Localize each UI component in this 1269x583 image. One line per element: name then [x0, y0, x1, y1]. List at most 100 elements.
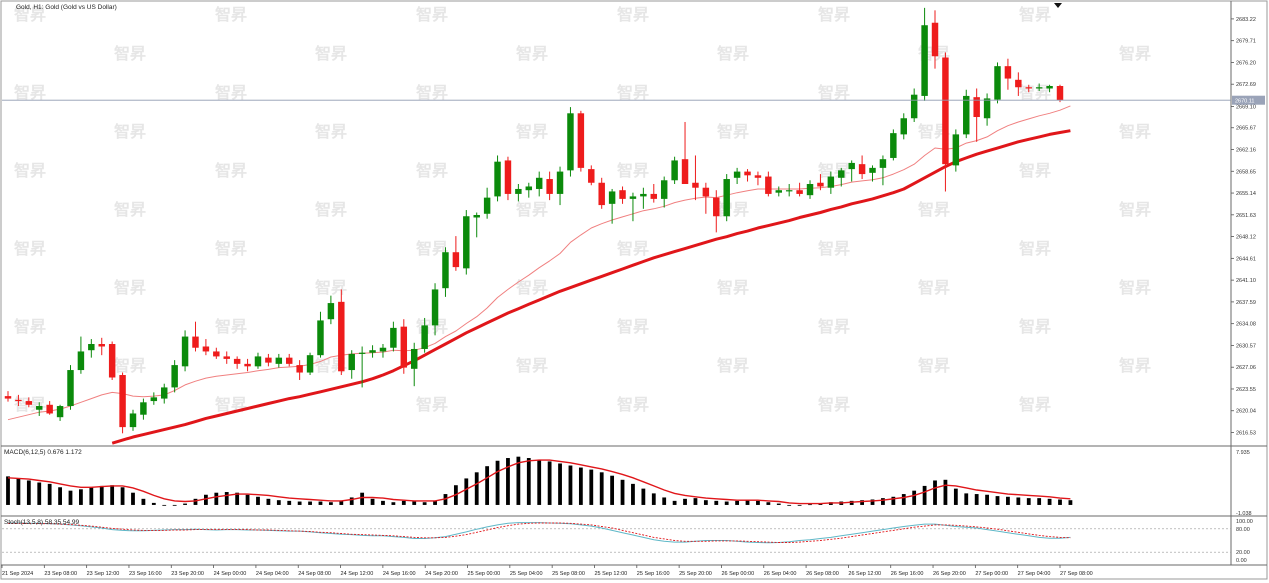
price-tick-label: 2669.10	[1236, 104, 1256, 110]
macd-histogram-bar	[547, 461, 552, 505]
watermark-logo: 智昇	[416, 161, 448, 180]
macd-histogram-bar	[964, 493, 969, 505]
bearish-candle	[588, 165, 595, 186]
time-tick-label: 26 Sep 04:00	[764, 571, 797, 577]
candle-body	[265, 357, 272, 363]
price-tick-label: 2679.71	[1236, 39, 1256, 45]
price-tick-label: 2665.67	[1236, 126, 1256, 132]
candle-body	[1015, 79, 1022, 88]
watermark-logo: 智昇	[14, 317, 46, 336]
bearish-candle	[931, 10, 939, 69]
macd-histogram-bar	[891, 496, 896, 505]
candle-body	[1035, 87, 1043, 89]
macd-histogram-bar	[787, 504, 792, 506]
macd-histogram-bar	[943, 479, 948, 505]
bearish-candle	[119, 372, 126, 434]
time-tick-label: 24 Sep 16:00	[383, 571, 416, 577]
watermark-logo: 智昇	[717, 122, 749, 141]
macd-histogram-bar	[422, 502, 427, 505]
candle-body	[931, 22, 939, 57]
price-tick-label: 2658.65	[1236, 169, 1256, 175]
candle-body	[650, 193, 658, 199]
macd-histogram-bar	[797, 504, 802, 506]
macd-histogram-bar	[58, 487, 62, 505]
candle-body	[129, 413, 137, 428]
candle-body	[4, 396, 12, 399]
bullish-candle	[567, 107, 574, 177]
watermark-logo: 智昇	[717, 356, 749, 375]
candle-body	[910, 94, 918, 119]
candle-body	[525, 186, 533, 191]
price-tick-label: 2616.53	[1236, 431, 1256, 437]
candle-body	[1056, 86, 1064, 101]
bearish-candle	[25, 397, 33, 408]
candle-body	[150, 397, 158, 402]
bullish-candle	[410, 342, 418, 387]
bullish-candle	[150, 392, 158, 405]
macd-histogram-bar	[933, 480, 937, 505]
macd-histogram-bar	[578, 467, 583, 505]
macd-histogram-bar	[276, 500, 281, 505]
watermark-logo: 智昇	[1019, 83, 1051, 102]
price-tick-label: 2651.63	[1236, 213, 1256, 219]
bullish-candle	[1035, 83, 1043, 91]
watermark-logo: 智昇	[215, 239, 247, 258]
candle-body	[442, 252, 449, 289]
watermark-logo: 智昇	[717, 200, 749, 219]
watermark-logo: 智昇	[918, 278, 950, 297]
candle-body	[306, 355, 314, 373]
macd-histogram-bar	[651, 493, 656, 505]
bullish-candle	[900, 113, 907, 140]
macd-histogram-bar	[922, 485, 927, 505]
candle-body	[890, 133, 897, 158]
bullish-candle	[994, 62, 1001, 104]
bullish-candle	[56, 404, 64, 421]
bullish-candle	[608, 188, 616, 224]
time-tick-label: 23 Sep 20:00	[171, 571, 204, 577]
price-tick-label: 2627.06	[1236, 365, 1256, 371]
watermark-logo: 智昇	[114, 44, 146, 63]
price-tick-label: 2672.69	[1236, 82, 1256, 88]
candle-body	[410, 348, 418, 369]
macd-scale-label: -1.038	[1236, 511, 1252, 517]
macd-histogram-bar	[214, 492, 219, 505]
macd-histogram-bar	[68, 490, 73, 505]
macd-histogram-bar	[641, 488, 646, 505]
watermark-logo: 智昇	[818, 83, 850, 102]
bearish-candle	[108, 341, 116, 380]
time-tick-label: 26 Sep 00:00	[721, 571, 754, 577]
watermark-logo: 智昇	[617, 161, 649, 180]
candle-body	[858, 164, 866, 175]
watermark-logo: 智昇	[1119, 200, 1151, 219]
macd-histogram-bar	[558, 463, 562, 505]
candle-body	[681, 159, 689, 184]
time-tick-label: 24 Sep 08:00	[298, 571, 331, 577]
macd-histogram-bar	[287, 500, 292, 505]
candle-body	[1046, 86, 1053, 89]
bullish-candle	[379, 344, 387, 358]
macd-histogram-bar	[568, 465, 573, 505]
bearish-candle	[546, 171, 553, 201]
candle-body	[431, 289, 439, 326]
bearish-candle	[713, 190, 720, 233]
candle-body	[46, 404, 53, 414]
macd-histogram-bar	[172, 504, 177, 506]
stoch-label-box: Stoch(13,5,8) 58.35 54.99	[4, 519, 79, 526]
candle-body	[296, 365, 303, 373]
watermark-logo: 智昇	[516, 122, 548, 141]
macd-histogram-bar	[537, 460, 542, 505]
watermark-logo: 智昇	[1019, 5, 1051, 24]
candle-body	[108, 344, 116, 378]
bearish-candle	[702, 182, 710, 214]
macd-histogram-bar	[495, 460, 500, 505]
time-tick-label: 25 Sep 12:00	[594, 571, 627, 577]
macd-histogram-bar	[683, 498, 687, 505]
price-tick-label: 2637.59	[1236, 300, 1256, 306]
price-tick-label: 2620.04	[1236, 409, 1256, 415]
macd-histogram-bar	[256, 496, 260, 505]
watermark-logo: 智昇	[14, 83, 46, 102]
bullish-candle	[463, 210, 470, 275]
macd-histogram-bar	[756, 500, 760, 505]
candle-body	[546, 179, 553, 194]
